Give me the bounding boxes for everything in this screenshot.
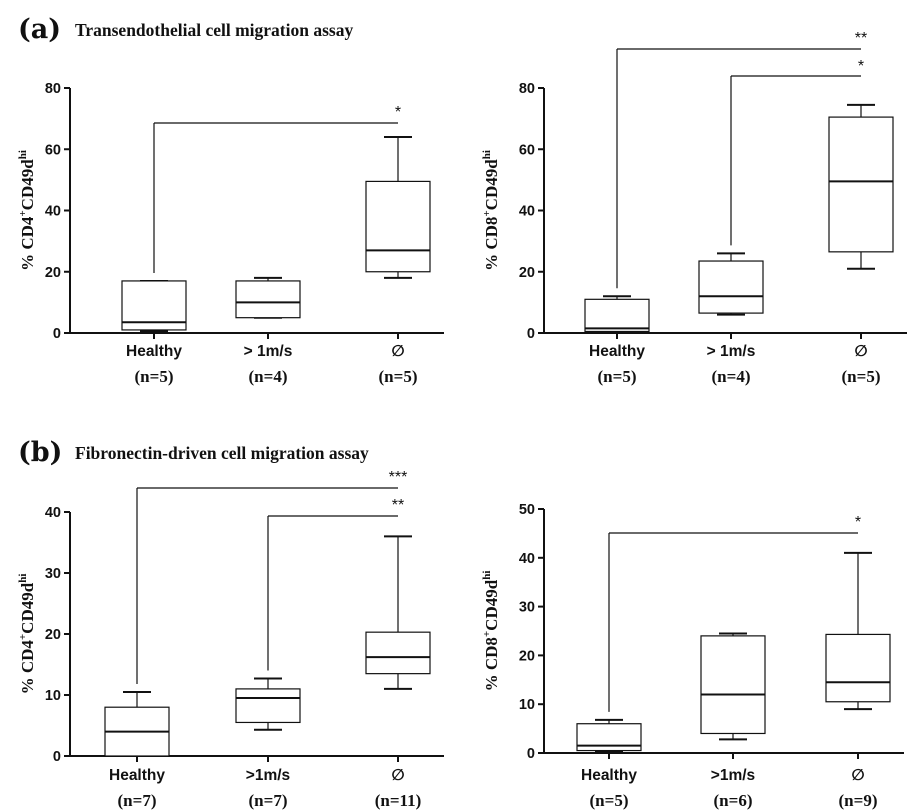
- n-label: (n=7): [249, 791, 288, 810]
- category-label: ∅: [391, 767, 404, 784]
- n-label: (n=5): [379, 367, 418, 386]
- y-tick-label: 60: [45, 142, 61, 158]
- box-iqr: [698, 260, 764, 314]
- y-tick-label: 20: [45, 627, 61, 643]
- box-iqr: [365, 180, 431, 273]
- y-tick-label: 40: [519, 204, 535, 220]
- y-tick-label: 80: [519, 81, 535, 97]
- y-tick-label: 80: [45, 81, 61, 97]
- y-tick-label: 40: [519, 551, 535, 567]
- category-label: Healthy: [589, 343, 645, 360]
- n-label: (n=6): [714, 791, 753, 810]
- category-label: > 1m/s: [244, 343, 293, 360]
- y-tick-label: 0: [53, 749, 61, 765]
- y-tick-label: 40: [45, 204, 61, 220]
- box-iqr: [825, 633, 891, 703]
- panel-letter-b: (b): [18, 437, 62, 468]
- category-label: ∅: [854, 343, 867, 360]
- box-iqr: [235, 688, 301, 724]
- y-tick-label: 30: [45, 566, 61, 582]
- chart-b-cd8: 0 10 20 30 40 50 % CD8+CD49dhi Healthy (n=5) >1m/…: [481, 502, 904, 810]
- chart-a-cd4: 0 20 40 60 80 % CD4+CD49dhi Healthy (n=5) > 1m/s…: [17, 81, 444, 386]
- n-label: (n=5): [135, 367, 174, 386]
- significance-stars: **: [855, 30, 867, 47]
- significance-stars: *: [395, 104, 401, 121]
- category-label: > 1m/s: [707, 343, 756, 360]
- y-tick-label: 0: [527, 746, 535, 762]
- category-label: ∅: [851, 767, 864, 784]
- y-tick-label: 10: [519, 697, 535, 713]
- n-label: (n=5): [590, 791, 629, 810]
- box-iqr: [365, 631, 431, 675]
- y-tick-label: 0: [53, 326, 61, 342]
- significance-stars: **: [392, 497, 404, 514]
- category-label: Healthy: [581, 767, 637, 784]
- n-label: (n=7): [118, 791, 157, 810]
- y-tick-label: 40: [45, 505, 61, 521]
- category-label: >1m/s: [711, 767, 755, 784]
- box-iqr: [700, 635, 766, 735]
- significance-stars: *: [858, 58, 864, 75]
- y-axis-label: % CD4+CD49dhi: [17, 150, 37, 271]
- n-label: (n=11): [375, 791, 422, 810]
- box-iqr: [828, 116, 894, 253]
- y-tick-label: 20: [519, 265, 535, 281]
- y-tick-label: 10: [45, 688, 61, 704]
- y-tick-label: 50: [519, 502, 535, 518]
- y-tick-label: 20: [519, 648, 535, 664]
- n-label: (n=5): [598, 367, 637, 386]
- panel-letter-a: (a): [18, 14, 61, 45]
- box-iqr: [235, 280, 301, 319]
- y-tick-label: 20: [45, 265, 61, 281]
- y-axis-label: % CD4+CD49dhi: [17, 574, 37, 695]
- chart-b-cd4: 0 10 20 30 40 % CD4+CD49dhi Healthy (n=7) >1m/s (…: [17, 469, 444, 810]
- n-label: (n=9): [839, 791, 878, 810]
- section-title-a: Transendothelial cell migration assay: [75, 20, 353, 40]
- significance-stars: ***: [389, 469, 408, 486]
- y-tick-label: 30: [519, 600, 535, 616]
- n-label: (n=5): [842, 367, 881, 386]
- n-label: (n=4): [712, 367, 751, 386]
- significance-stars: *: [855, 514, 861, 531]
- category-label: Healthy: [126, 343, 182, 360]
- category-label: Healthy: [109, 767, 165, 784]
- y-axis-label: % CD8+CD49dhi: [481, 571, 501, 692]
- chart-a-cd8: 0 20 40 60 80 % CD8+CD49dhi Healthy (n=5) > 1m/s…: [481, 30, 907, 386]
- box-iqr: [584, 298, 650, 333]
- category-label: ∅: [391, 343, 404, 360]
- y-tick-label: 0: [527, 326, 535, 342]
- section-title-b: Fibronectin-driven cell migration assay: [75, 443, 369, 463]
- y-tick-label: 60: [519, 142, 535, 158]
- category-label: >1m/s: [246, 767, 290, 784]
- n-label: (n=4): [249, 367, 288, 386]
- y-axis-label: % CD8+CD49dhi: [481, 150, 501, 271]
